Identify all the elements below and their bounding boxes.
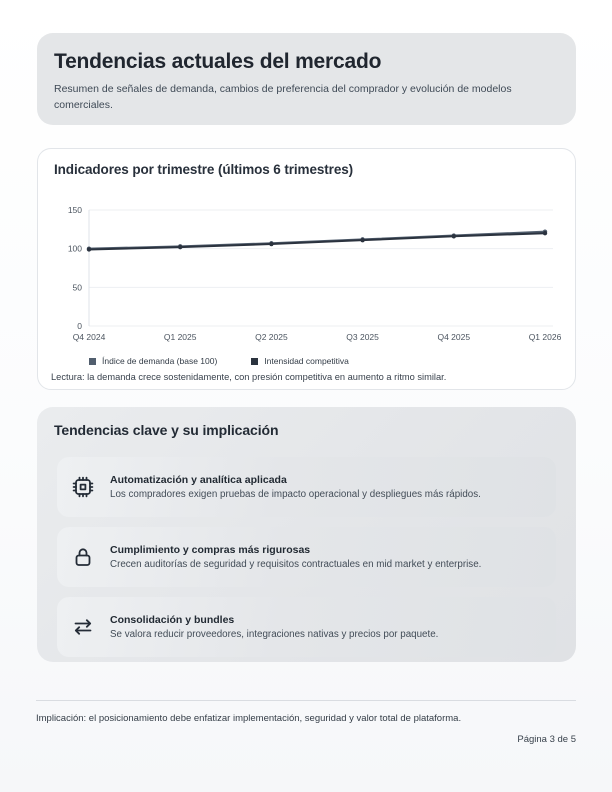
svg-text:Q4 2025: Q4 2025 <box>437 332 470 342</box>
legend-entry-competition: Intensidad competitiva <box>251 356 349 366</box>
legend-entry-demand: Índice de demanda (base 100) <box>89 356 217 366</box>
cpu-icon <box>72 476 94 498</box>
page-subtitle: Resumen de señales de demanda, cambios d… <box>54 83 512 112</box>
footer-implication: Implicación: el posicionamiento debe enf… <box>36 713 462 724</box>
trend-text-compliance: Cumplimiento y compras más rigurosas Cre… <box>110 544 481 570</box>
trend-item-consolidation: Consolidación y bundles Se valora reduci… <box>57 597 556 657</box>
competition-series-swatch <box>251 357 259 365</box>
trend-desc: Crecen auditorías de seguridad y requisi… <box>110 559 482 570</box>
svg-text:150: 150 <box>68 205 82 215</box>
page-number: Página 3 de 5 <box>517 734 576 745</box>
svg-text:50: 50 <box>73 282 83 292</box>
trend-title: Automatización y analítica aplicada <box>110 474 287 486</box>
svg-text:Q3 2025: Q3 2025 <box>346 332 379 342</box>
trend-text-automation: Automatización y analítica aplicada Los … <box>110 474 481 500</box>
trend-title: Cumplimiento y compras más rigurosas <box>110 544 311 556</box>
svg-text:Q1 2026: Q1 2026 <box>529 332 562 342</box>
lock-icon <box>75 548 91 566</box>
footer-divider <box>36 700 576 701</box>
svg-text:100: 100 <box>68 244 82 254</box>
page-header-card: Tendencias actuales del mercado Resumen … <box>37 33 576 125</box>
legend-label-demand: Índice de demanda (base 100) <box>102 356 218 366</box>
svg-text:Q4 2024: Q4 2024 <box>73 332 106 342</box>
trend-desc: Se valora reducir proveedores, integraci… <box>110 629 439 640</box>
legend-label-competition: Intensidad competitiva <box>264 356 349 366</box>
trend-title: Consolidación y bundles <box>110 614 235 626</box>
demand-series-swatch <box>89 357 96 365</box>
svg-text:0: 0 <box>77 321 82 331</box>
quarterly-line-chart: 0 50 100 150 Q4 2024 Q1 2025 Q2 2025 Q3 2025 Q4 … <box>68 205 562 342</box>
chart-reading-note: Lectura: la demanda crece sostenidamente… <box>51 372 447 382</box>
key-trends-card: Tendencias clave y su implicación Automa… <box>37 407 576 662</box>
trend-item-automation: Automatización y analítica aplicada Los … <box>57 457 556 517</box>
chart-legend: Índice de demanda (base 100) Intensidad … <box>89 356 349 366</box>
trend-desc: Los compradores exigen pruebas de impact… <box>110 489 481 500</box>
trend-items-list: Automatización y analítica aplicada Los … <box>57 457 556 662</box>
trends-heading: Tendencias clave y su implicación <box>54 422 279 438</box>
transfer-arrows-icon <box>74 619 92 635</box>
svg-text:Q1 2025: Q1 2025 <box>164 332 197 342</box>
page-title: Tendencias actuales del mercado <box>54 50 382 73</box>
trend-text-consolidation: Consolidación y bundles Se valora reduci… <box>110 614 438 640</box>
quarterly-indicators-card: Indicadores por trimestre (últimos 6 tri… <box>37 148 576 390</box>
svg-text:Q2 2025: Q2 2025 <box>255 332 288 342</box>
trend-item-compliance: Cumplimiento y compras más rigurosas Cre… <box>57 527 556 587</box>
chart-title: Indicadores por trimestre (últimos 6 tri… <box>54 162 354 177</box>
